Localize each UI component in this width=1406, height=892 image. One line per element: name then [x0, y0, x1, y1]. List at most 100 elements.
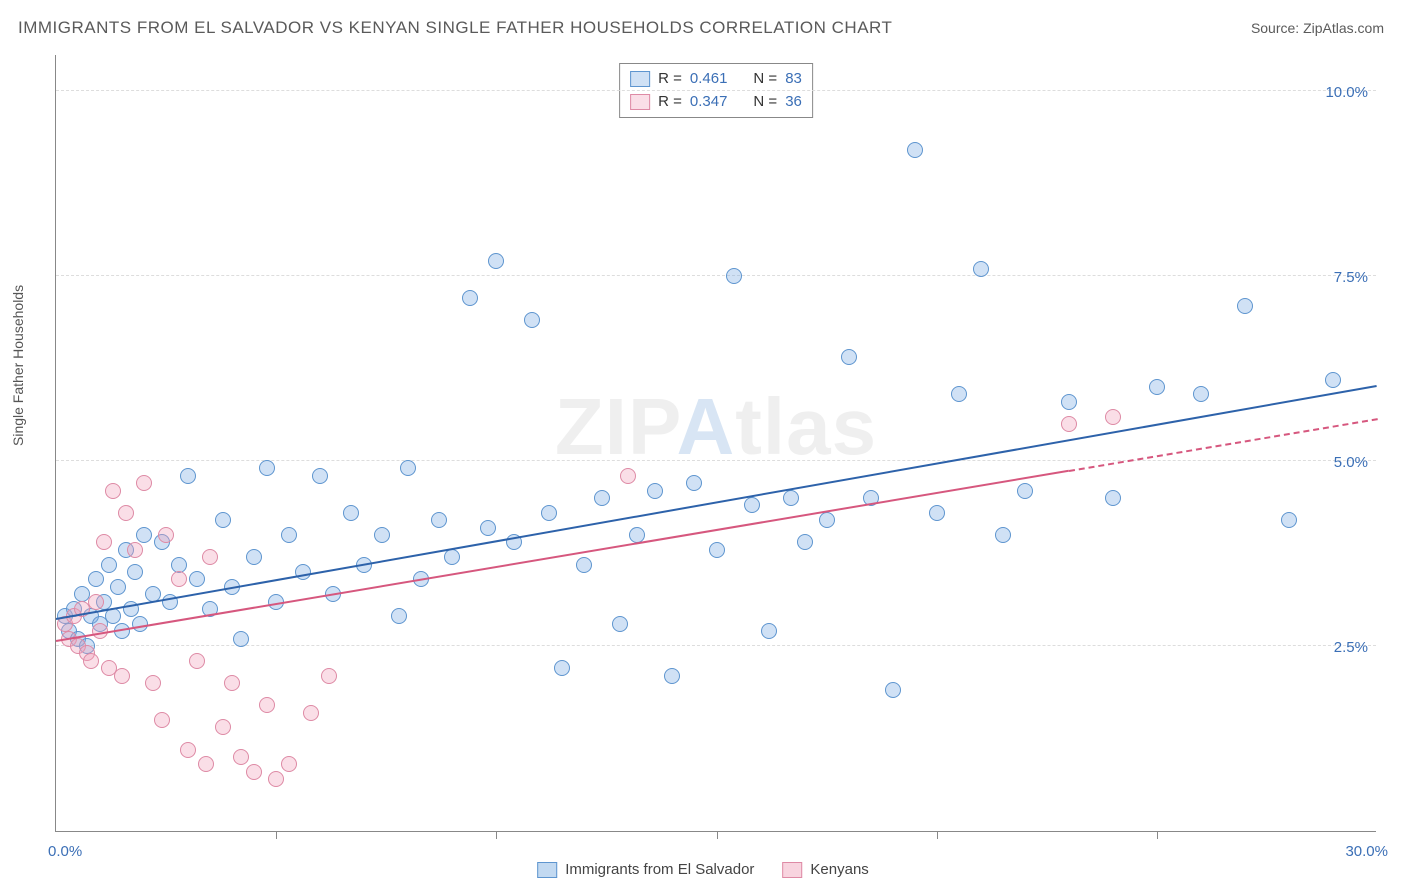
data-point-series-2 — [246, 764, 262, 780]
stat-label: R = — [658, 68, 682, 91]
data-point-series-2 — [136, 475, 152, 491]
stat-label: N = — [753, 91, 777, 114]
data-point-series-1 — [391, 608, 407, 624]
data-point-series-2 — [83, 653, 99, 669]
stat-n-value: 83 — [785, 68, 802, 91]
data-point-series-1 — [744, 497, 760, 513]
data-point-series-1 — [127, 564, 143, 580]
data-point-series-1 — [951, 386, 967, 402]
data-point-series-1 — [400, 460, 416, 476]
data-point-series-1 — [554, 660, 570, 676]
y-axis-label: Single Father Households — [10, 285, 26, 446]
data-point-series-2 — [1105, 409, 1121, 425]
data-point-series-1 — [726, 268, 742, 284]
data-point-series-1 — [647, 483, 663, 499]
gridline-horizontal — [56, 645, 1376, 646]
gridline-horizontal — [56, 460, 1376, 461]
data-point-series-1 — [259, 460, 275, 476]
data-point-series-1 — [783, 490, 799, 506]
data-point-series-1 — [686, 475, 702, 491]
data-point-series-1 — [612, 616, 628, 632]
swatch-series-1 — [630, 71, 650, 87]
data-point-series-1 — [1325, 372, 1341, 388]
trend-line — [1069, 418, 1378, 472]
watermark-text: ZIP — [555, 382, 677, 471]
y-tick-label: 7.5% — [1334, 269, 1368, 286]
data-point-series-2 — [202, 549, 218, 565]
data-point-series-1 — [110, 579, 126, 595]
x-axis-min: 0.0% — [48, 843, 82, 860]
data-point-series-2 — [321, 668, 337, 684]
data-point-series-2 — [281, 756, 297, 772]
stats-row: R = 0.347 N = 36 — [630, 91, 802, 114]
data-point-series-2 — [215, 719, 231, 735]
x-tick — [1157, 831, 1158, 839]
chart-title: IMMIGRANTS FROM EL SALVADOR VS KENYAN SI… — [18, 18, 892, 38]
data-point-series-1 — [885, 682, 901, 698]
data-point-series-2 — [620, 468, 636, 484]
data-point-series-2 — [171, 571, 187, 587]
x-axis-max: 30.0% — [1345, 843, 1388, 860]
data-point-series-1 — [576, 557, 592, 573]
data-point-series-1 — [136, 527, 152, 543]
legend-label: Immigrants from El Salvador — [565, 861, 754, 878]
data-point-series-1 — [1237, 298, 1253, 314]
data-point-series-2 — [198, 756, 214, 772]
stat-n-value: 36 — [785, 91, 802, 114]
x-tick — [937, 831, 938, 839]
swatch-series-1 — [537, 862, 557, 878]
data-point-series-1 — [246, 549, 262, 565]
data-point-series-1 — [374, 527, 390, 543]
data-point-series-2 — [154, 712, 170, 728]
legend-item: Kenyans — [782, 861, 868, 878]
data-point-series-2 — [303, 705, 319, 721]
data-point-series-1 — [797, 534, 813, 550]
correlation-chart: IMMIGRANTS FROM EL SALVADOR VS KENYAN SI… — [0, 0, 1406, 892]
data-point-series-1 — [541, 505, 557, 521]
data-point-series-1 — [431, 512, 447, 528]
gridline-horizontal — [56, 275, 1376, 276]
data-point-series-1 — [819, 512, 835, 528]
data-point-series-1 — [929, 505, 945, 521]
series-legend: Immigrants from El Salvador Kenyans — [537, 861, 869, 878]
plot-area: ZIPAtlas R = 0.461 N = 83 R = 0.347 N = … — [55, 55, 1376, 832]
swatch-series-2 — [782, 862, 802, 878]
data-point-series-1 — [995, 527, 1011, 543]
data-point-series-1 — [88, 571, 104, 587]
y-tick-label: 10.0% — [1325, 84, 1368, 101]
data-point-series-1 — [281, 527, 297, 543]
data-point-series-1 — [444, 549, 460, 565]
data-point-series-1 — [101, 557, 117, 573]
legend-item: Immigrants from El Salvador — [537, 861, 754, 878]
data-point-series-1 — [907, 142, 923, 158]
stat-r-value: 0.461 — [690, 68, 728, 91]
trend-line — [56, 385, 1377, 620]
data-point-series-1 — [488, 253, 504, 269]
data-point-series-1 — [215, 512, 231, 528]
x-tick — [717, 831, 718, 839]
data-point-series-1 — [343, 505, 359, 521]
swatch-series-2 — [630, 94, 650, 110]
data-point-series-2 — [114, 668, 130, 684]
stat-label: N = — [753, 68, 777, 91]
data-point-series-1 — [841, 349, 857, 365]
data-point-series-2 — [127, 542, 143, 558]
data-point-series-1 — [189, 571, 205, 587]
data-point-series-2 — [268, 771, 284, 787]
data-point-series-2 — [118, 505, 134, 521]
legend-label: Kenyans — [810, 861, 868, 878]
data-point-series-1 — [1193, 386, 1209, 402]
x-tick — [276, 831, 277, 839]
data-point-series-1 — [462, 290, 478, 306]
x-tick — [496, 831, 497, 839]
data-point-series-1 — [233, 631, 249, 647]
data-point-series-2 — [224, 675, 240, 691]
data-point-series-2 — [105, 483, 121, 499]
data-point-series-1 — [1017, 483, 1033, 499]
y-tick-label: 5.0% — [1334, 454, 1368, 471]
stat-label: R = — [658, 91, 682, 114]
data-point-series-1 — [480, 520, 496, 536]
data-point-series-1 — [1149, 379, 1165, 395]
data-point-series-2 — [1061, 416, 1077, 432]
data-point-series-1 — [709, 542, 725, 558]
